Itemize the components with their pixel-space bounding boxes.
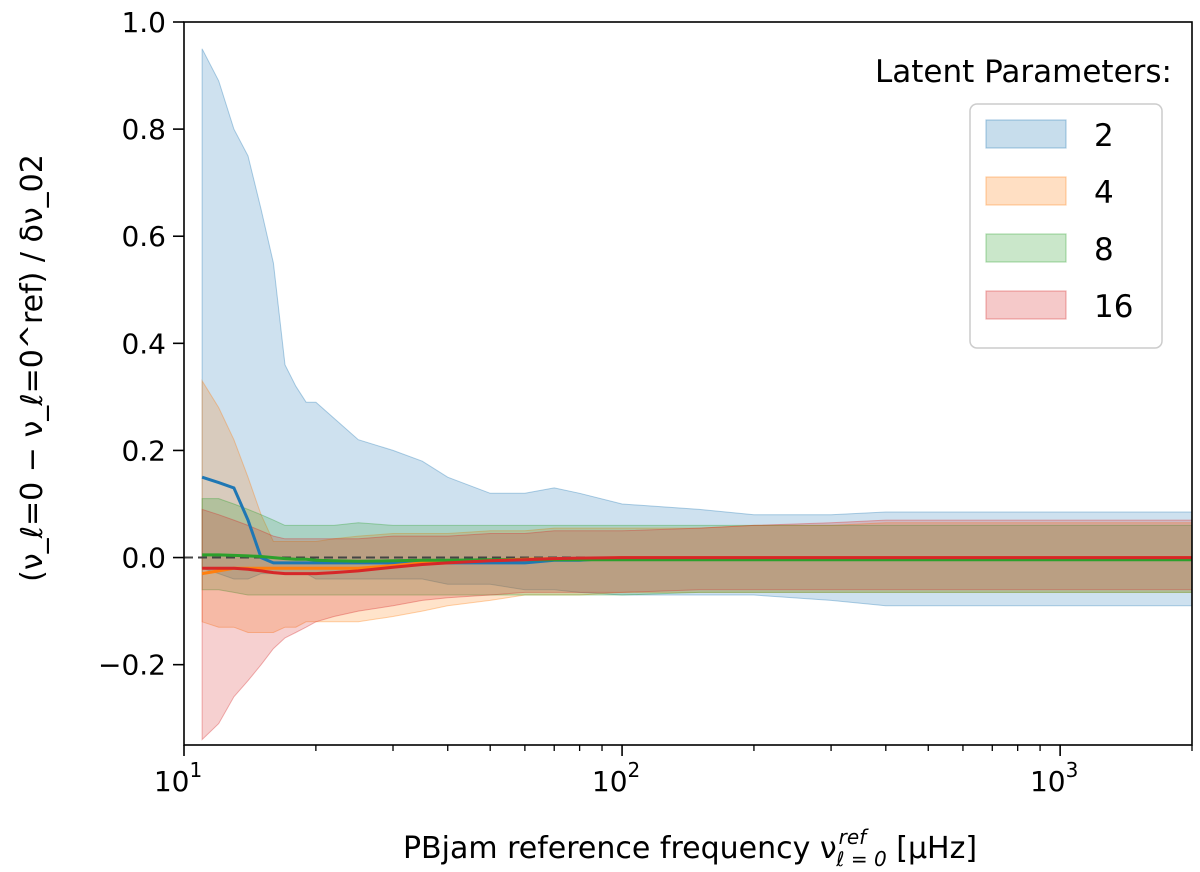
y-tick-label: 0.2 xyxy=(121,434,166,467)
legend-swatch-16 xyxy=(985,290,1067,320)
x-axis-label-sub: ℓ = 0 xyxy=(835,847,886,871)
legend-swatch-8 xyxy=(985,233,1067,263)
x-tick-label: 102 xyxy=(592,758,640,798)
mean-lines xyxy=(201,475,1192,576)
legend-items: 2 4 8 16 xyxy=(985,118,1133,325)
y-axis-ticks: −0.2 0.0 0.2 0.4 0.6 0.8 1.0 xyxy=(98,6,184,682)
legend-label-2: 2 xyxy=(1094,118,1114,154)
line-series-16 xyxy=(202,556,1192,576)
y-tick-label: 0.0 xyxy=(121,542,166,575)
x-axis-label-unit: [μHz] xyxy=(887,831,977,866)
y-tick-label: 1.0 xyxy=(121,6,166,39)
plot-frame xyxy=(183,21,1193,746)
y-axis-label: (ν_ℓ=0 − ν_ℓ=0^ref) / δν_02 xyxy=(15,154,50,582)
y-tick-label: 0.6 xyxy=(121,220,166,253)
legend-box xyxy=(969,103,1163,349)
confidence-bands xyxy=(201,48,1193,741)
x-tick-label: 101 xyxy=(154,758,202,798)
x-axis-label-sup: ref xyxy=(839,825,870,849)
x-axis-label: PBjam reference frequency ν ref ℓ = 0 [μHz… xyxy=(403,825,977,871)
legend-label-4: 4 xyxy=(1094,175,1114,211)
x-tick-label: 103 xyxy=(1030,758,1078,798)
x-axis-ticks: 101 102 103 xyxy=(154,745,1193,798)
y-tick-label: −0.2 xyxy=(98,649,166,682)
band-series-16 xyxy=(201,508,1193,741)
y-tick-label: 0.4 xyxy=(121,327,166,360)
legend-swatch-4 xyxy=(985,176,1067,206)
y-tick-label: 0.8 xyxy=(121,113,166,146)
legend-title: Latent Parameters: xyxy=(875,54,1172,90)
legend-label-16: 16 xyxy=(1094,289,1133,325)
legend-swatch-2 xyxy=(985,119,1067,149)
line-series-8 xyxy=(202,553,1192,563)
legend-label-8: 8 xyxy=(1094,232,1114,268)
x-axis-label-main: PBjam reference frequency ν xyxy=(403,831,837,866)
